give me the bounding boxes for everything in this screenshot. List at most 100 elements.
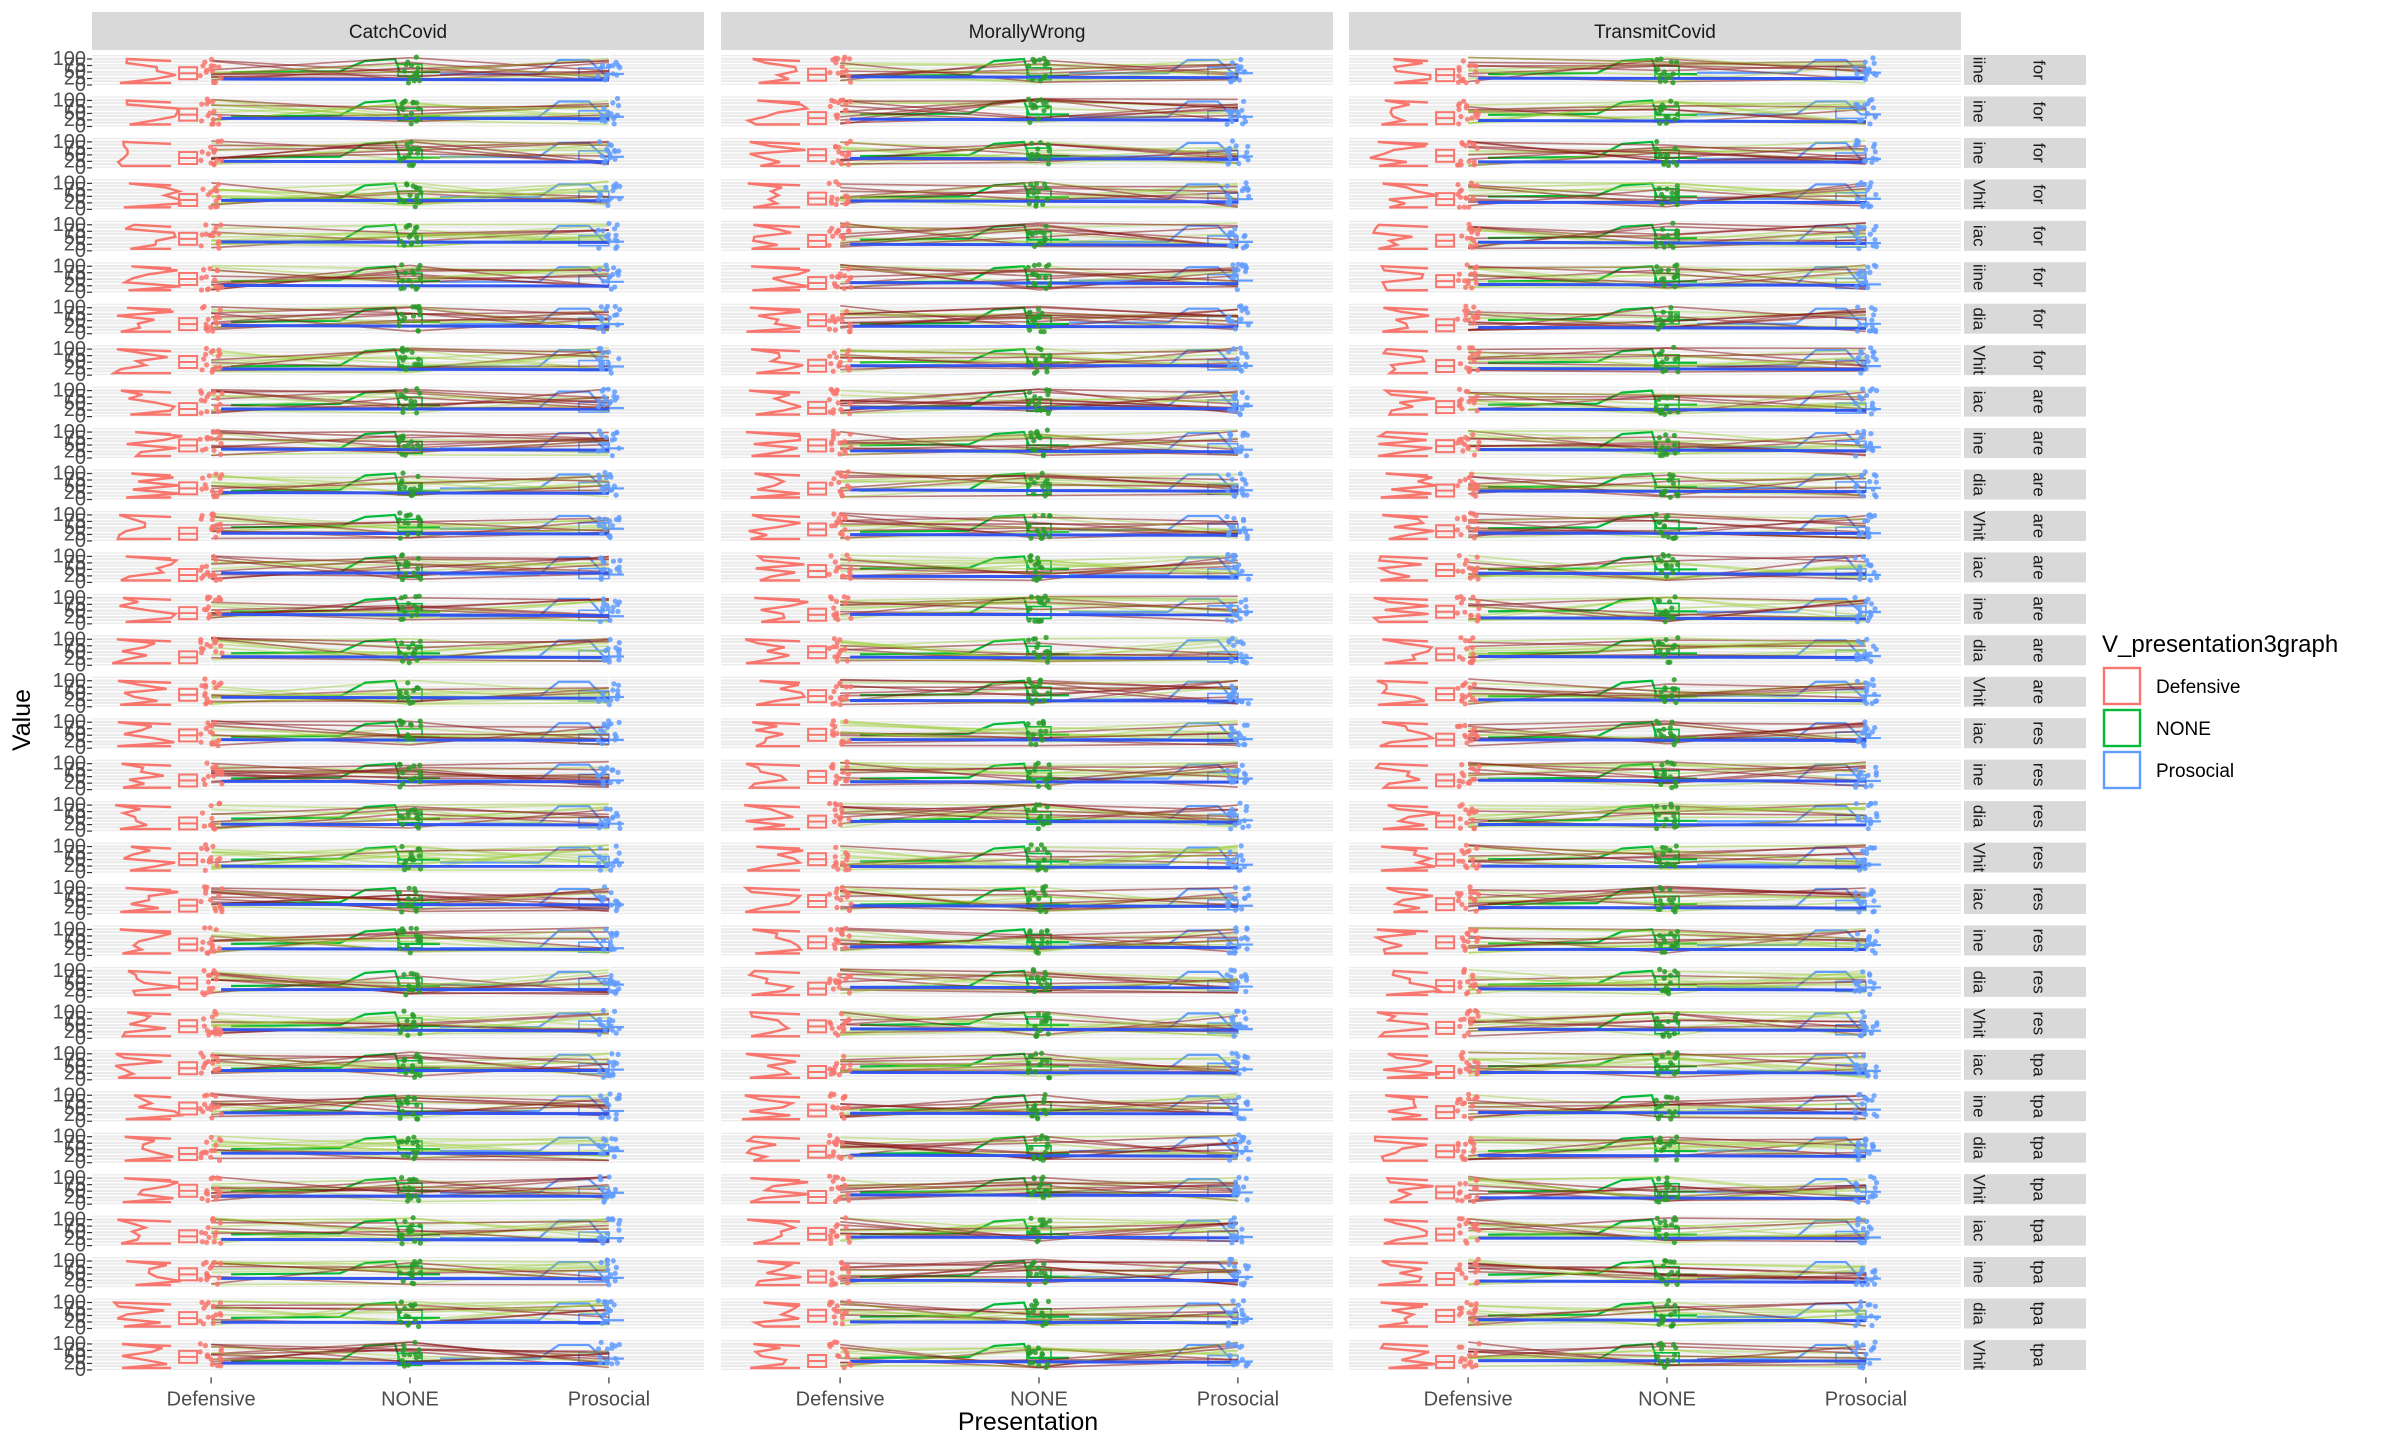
data-point-none xyxy=(1656,858,1662,864)
data-point-prosocial xyxy=(1854,438,1860,444)
data-point-none xyxy=(1664,573,1670,579)
row-strip-label: are xyxy=(2030,597,2049,622)
data-point-none xyxy=(1658,781,1664,788)
data-point-none xyxy=(403,113,409,119)
data-point-defensive xyxy=(828,695,834,701)
data-point-defensive xyxy=(1466,317,1472,323)
data-point-prosocial xyxy=(616,820,623,827)
data-point-none xyxy=(1656,812,1662,818)
data-point-none xyxy=(400,616,406,622)
data-point-defensive xyxy=(1466,811,1472,817)
data-point-none xyxy=(1655,66,1661,72)
paired-line xyxy=(1468,226,1866,246)
paired-line xyxy=(211,181,609,204)
data-point-defensive xyxy=(848,284,854,290)
data-point-defensive xyxy=(213,649,219,655)
facet-panel xyxy=(1349,552,1961,583)
data-point-none xyxy=(1672,824,1678,830)
data-point-none xyxy=(1674,183,1680,189)
data-point-none xyxy=(1674,738,1680,744)
data-point-defensive xyxy=(1458,436,1464,442)
data-point-prosocial xyxy=(1244,149,1250,155)
data-point-defensive xyxy=(1454,515,1460,522)
data-point-defensive xyxy=(1469,115,1475,121)
data-point-prosocial xyxy=(600,778,606,784)
data-point-none xyxy=(1026,327,1033,333)
data-point-none xyxy=(1033,569,1039,575)
data-point-prosocial xyxy=(1874,814,1880,820)
data-point-defensive xyxy=(832,327,838,333)
data-point-none xyxy=(1037,564,1043,570)
data-point-none xyxy=(1027,119,1033,125)
row-strip-label: for xyxy=(2030,267,2049,287)
data-point-prosocial xyxy=(597,854,603,860)
row-strip-label: ine xyxy=(1970,432,1989,455)
data-point-none xyxy=(415,65,421,71)
paired-line xyxy=(211,306,609,332)
paired-line xyxy=(1468,60,1866,66)
data-point-none xyxy=(1654,825,1660,832)
row-strip-label: are xyxy=(2030,555,2049,580)
data-point-prosocial xyxy=(1869,403,1875,409)
data-point-defensive xyxy=(213,534,219,540)
data-point-none xyxy=(399,345,406,351)
paired-line xyxy=(840,349,1238,369)
data-point-none xyxy=(1664,451,1670,457)
data-point-none xyxy=(1045,850,1051,856)
paired-line xyxy=(840,438,1238,449)
data-point-defensive xyxy=(847,431,853,437)
data-point-prosocial xyxy=(1853,400,1859,406)
data-point-none xyxy=(1043,285,1049,291)
data-point-defensive xyxy=(210,429,216,435)
paired-line xyxy=(1468,141,1866,159)
data-point-prosocial xyxy=(1864,392,1870,399)
data-point-prosocial xyxy=(1861,274,1868,280)
data-point-none xyxy=(1674,202,1680,208)
data-point-prosocial xyxy=(1239,658,1245,665)
data-point-none xyxy=(399,262,405,268)
data-point-prosocial xyxy=(1228,724,1234,730)
data-point-defensive xyxy=(846,907,852,913)
data-point-prosocial xyxy=(602,516,608,522)
data-point-defensive xyxy=(846,229,852,235)
data-point-defensive xyxy=(202,867,208,874)
y-tick-label: 25 xyxy=(64,109,86,131)
data-point-none xyxy=(1663,120,1669,126)
data-point-none xyxy=(415,531,422,537)
data-point-defensive xyxy=(219,886,225,892)
data-point-defensive xyxy=(834,354,840,360)
row-strip-label: iine xyxy=(1970,57,1989,83)
data-point-defensive xyxy=(1474,486,1481,492)
data-point-prosocial xyxy=(1231,769,1237,775)
data-point-defensive xyxy=(844,352,850,358)
row-strip-label: for xyxy=(2030,350,2049,370)
data-point-defensive xyxy=(1462,441,1468,447)
data-point-defensive xyxy=(1474,393,1480,399)
data-point-defensive xyxy=(847,571,853,577)
data-point-prosocial xyxy=(609,453,615,459)
row-strip-label: ine xyxy=(1970,142,1989,165)
data-point-prosocial xyxy=(615,112,621,118)
data-point-prosocial xyxy=(617,307,623,313)
facet-strip-label: TransmitCovid xyxy=(1594,22,1716,43)
data-point-prosocial xyxy=(1862,651,1868,657)
data-point-prosocial xyxy=(1241,895,1247,901)
data-point-prosocial xyxy=(1226,160,1232,166)
data-point-defensive xyxy=(208,324,214,330)
data-point-none xyxy=(418,723,424,729)
data-point-defensive xyxy=(1457,478,1463,484)
data-point-defensive xyxy=(1467,575,1473,581)
row-strip-label: are xyxy=(2030,389,2049,414)
data-point-defensive xyxy=(203,563,209,569)
data-point-none xyxy=(409,163,415,169)
data-point-defensive xyxy=(1455,277,1462,283)
violin-defensive xyxy=(752,57,801,85)
data-point-prosocial xyxy=(611,393,617,399)
data-point-prosocial xyxy=(615,62,621,68)
data-point-prosocial xyxy=(596,428,603,434)
data-point-none xyxy=(408,139,414,145)
data-point-prosocial xyxy=(1234,853,1240,859)
data-point-defensive xyxy=(213,224,219,230)
data-point-defensive xyxy=(1456,345,1462,351)
data-point-prosocial xyxy=(613,843,619,849)
